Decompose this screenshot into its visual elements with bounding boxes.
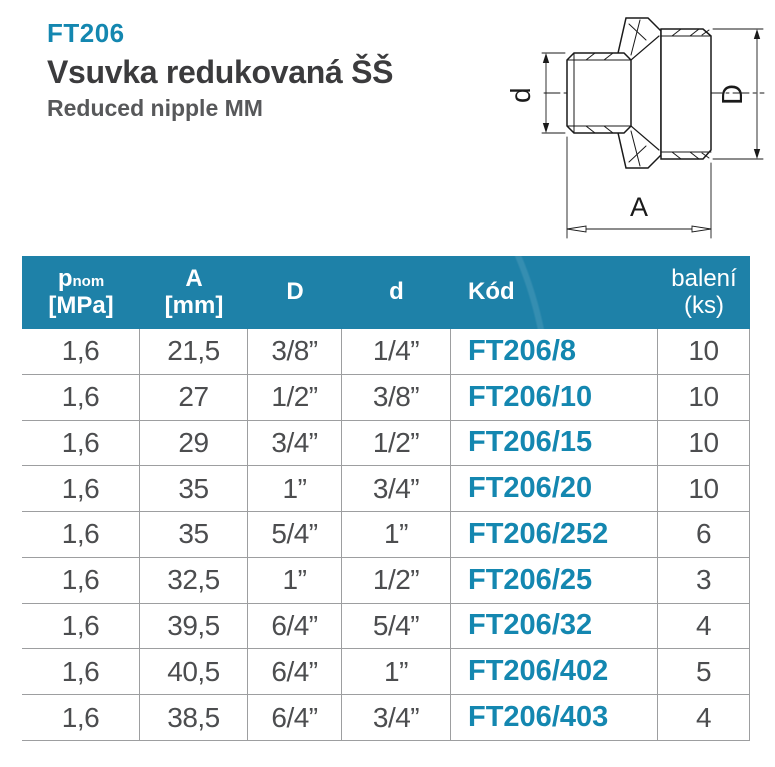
cell-D: 1/2” xyxy=(248,374,342,420)
table-row: 1,6 35 5/4” 1” FT206/252 6 xyxy=(22,512,750,558)
cell-a: 38,5 xyxy=(140,695,248,740)
pnom-unit: [MPa] xyxy=(48,291,114,319)
cell-d: 1” xyxy=(342,649,451,695)
cell-kod: FT206/25 xyxy=(451,557,658,603)
cell-d: 3/4” xyxy=(342,466,451,512)
cell-a: 39,5 xyxy=(140,603,248,649)
dim-label-A: A xyxy=(630,192,648,222)
cell-d: 5/4” xyxy=(342,603,451,649)
cell-d: 1/2” xyxy=(342,420,451,466)
pnom-subscript: nom xyxy=(72,272,105,290)
spec-table: p nom [MPa] A [mm] D d Kód balení (ks) 1, xyxy=(22,256,750,741)
cell-d: 3/8” xyxy=(342,374,451,420)
cell-d: 1” xyxy=(342,512,451,557)
cell-baleni: 10 xyxy=(658,374,750,420)
table-row: 1,6 32,5 1” 1/2” FT206/25 3 xyxy=(22,557,750,604)
cell-a: 29 xyxy=(140,420,248,466)
cell-D: 5/4” xyxy=(248,512,342,557)
cell-baleni: 10 xyxy=(658,329,750,374)
cell-pnom: 1,6 xyxy=(22,557,140,603)
cell-kod: FT206/8 xyxy=(451,329,658,374)
title-block: FT206 Vsuvka redukovaná ŠŠ Reduced nippl… xyxy=(47,18,393,122)
baleni-label: balení xyxy=(671,264,737,292)
cell-pnom: 1,6 xyxy=(22,603,140,649)
nipple-drawing-svg: d D A xyxy=(505,17,765,239)
cell-baleni: 5 xyxy=(658,649,750,695)
cell-kod: FT206/15 xyxy=(451,420,658,466)
column-header-baleni: balení (ks) xyxy=(658,256,750,329)
cell-baleni: 4 xyxy=(658,695,750,740)
column-header-d: d xyxy=(342,256,451,329)
cell-D: 1” xyxy=(248,466,342,512)
cell-pnom: 1,6 xyxy=(22,649,140,695)
table-row: 1,6 39,5 6/4” 5/4” FT206/32 4 xyxy=(22,603,750,650)
cell-pnom: 1,6 xyxy=(22,329,140,374)
cell-baleni: 4 xyxy=(658,603,750,649)
cell-pnom: 1,6 xyxy=(22,420,140,466)
table-row: 1,6 21,5 3/8” 1/4” FT206/8 10 xyxy=(22,329,750,375)
dim-label-d: d xyxy=(505,87,536,103)
cell-D: 3/4” xyxy=(248,420,342,466)
dim-label-D: D xyxy=(717,84,749,105)
cell-D: 3/8” xyxy=(248,329,342,374)
d-symbol: d xyxy=(389,278,404,306)
cell-D: 6/4” xyxy=(248,603,342,649)
cell-a: 32,5 xyxy=(140,557,248,603)
cell-a: 35 xyxy=(140,466,248,512)
D-symbol: D xyxy=(286,278,304,306)
drawing-large-thread xyxy=(660,28,712,160)
cell-pnom: 1,6 xyxy=(22,512,140,557)
table-body: 1,6 21,5 3/8” 1/4” FT206/8 10 1,6 27 1/2” 3/8” FT2… xyxy=(22,329,750,741)
baleni-unit: (ks) xyxy=(684,291,724,319)
cell-D: 1” xyxy=(248,557,342,603)
cell-kod: FT206/10 xyxy=(451,374,658,420)
dimension-D xyxy=(712,28,764,160)
cell-kod: FT206/402 xyxy=(451,649,658,695)
column-header-pnom: p nom [MPa] xyxy=(22,256,140,329)
dimension-d xyxy=(541,52,566,134)
cell-D: 6/4” xyxy=(248,649,342,695)
cell-pnom: 1,6 xyxy=(22,374,140,420)
table-row: 1,6 40,5 6/4” 1” FT206/402 5 xyxy=(22,649,750,696)
cell-kod: FT206/252 xyxy=(451,512,658,557)
cell-a: 21,5 xyxy=(140,329,248,374)
table-row: 1,6 27 1/2” 3/8” FT206/10 10 xyxy=(22,374,750,421)
pnom-symbol: p xyxy=(57,264,73,292)
table-row: 1,6 38,5 6/4” 3/4” FT206/403 4 xyxy=(22,695,750,741)
product-title-czech: Vsuvka redukovaná ŠŠ xyxy=(47,54,394,90)
drawing-small-thread xyxy=(566,52,632,134)
table-row: 1,6 29 3/4” 1/2” FT206/15 10 xyxy=(22,420,750,467)
cell-d: 1/4” xyxy=(342,329,451,374)
cell-D: 6/4” xyxy=(248,695,342,740)
cell-baleni: 10 xyxy=(658,466,750,512)
product-code: FT206 xyxy=(47,18,125,48)
cell-baleni: 10 xyxy=(658,420,750,466)
a-symbol: A xyxy=(185,264,203,292)
product-title-english: Reduced nipple MM xyxy=(47,95,263,121)
cell-d: 1/2” xyxy=(342,557,451,603)
cell-baleni: 6 xyxy=(658,512,750,557)
cell-pnom: 1,6 xyxy=(22,466,140,512)
column-header-D: D xyxy=(248,256,342,329)
a-unit: [mm] xyxy=(164,291,224,319)
cell-baleni: 3 xyxy=(658,557,750,603)
table-header-row: p nom [MPa] A [mm] D d Kód balení (ks) xyxy=(22,256,750,329)
kod-label: Kód xyxy=(468,278,515,306)
table-row: 1,6 35 1” 3/4” FT206/20 10 xyxy=(22,466,750,513)
cell-kod: FT206/20 xyxy=(451,466,658,512)
technical-drawing: d D A xyxy=(498,2,770,252)
cell-a: 27 xyxy=(140,374,248,420)
cell-pnom: 1,6 xyxy=(22,695,140,740)
column-header-kod: Kód xyxy=(451,256,658,329)
cell-kod: FT206/403 xyxy=(451,695,658,740)
cell-a: 35 xyxy=(140,512,248,557)
cell-kod: FT206/32 xyxy=(451,603,658,649)
cell-a: 40,5 xyxy=(140,649,248,695)
cell-d: 3/4” xyxy=(342,695,451,740)
dimension-A xyxy=(566,136,712,239)
drawing-cone-transition xyxy=(630,35,660,151)
column-header-a: A [mm] xyxy=(140,256,248,329)
